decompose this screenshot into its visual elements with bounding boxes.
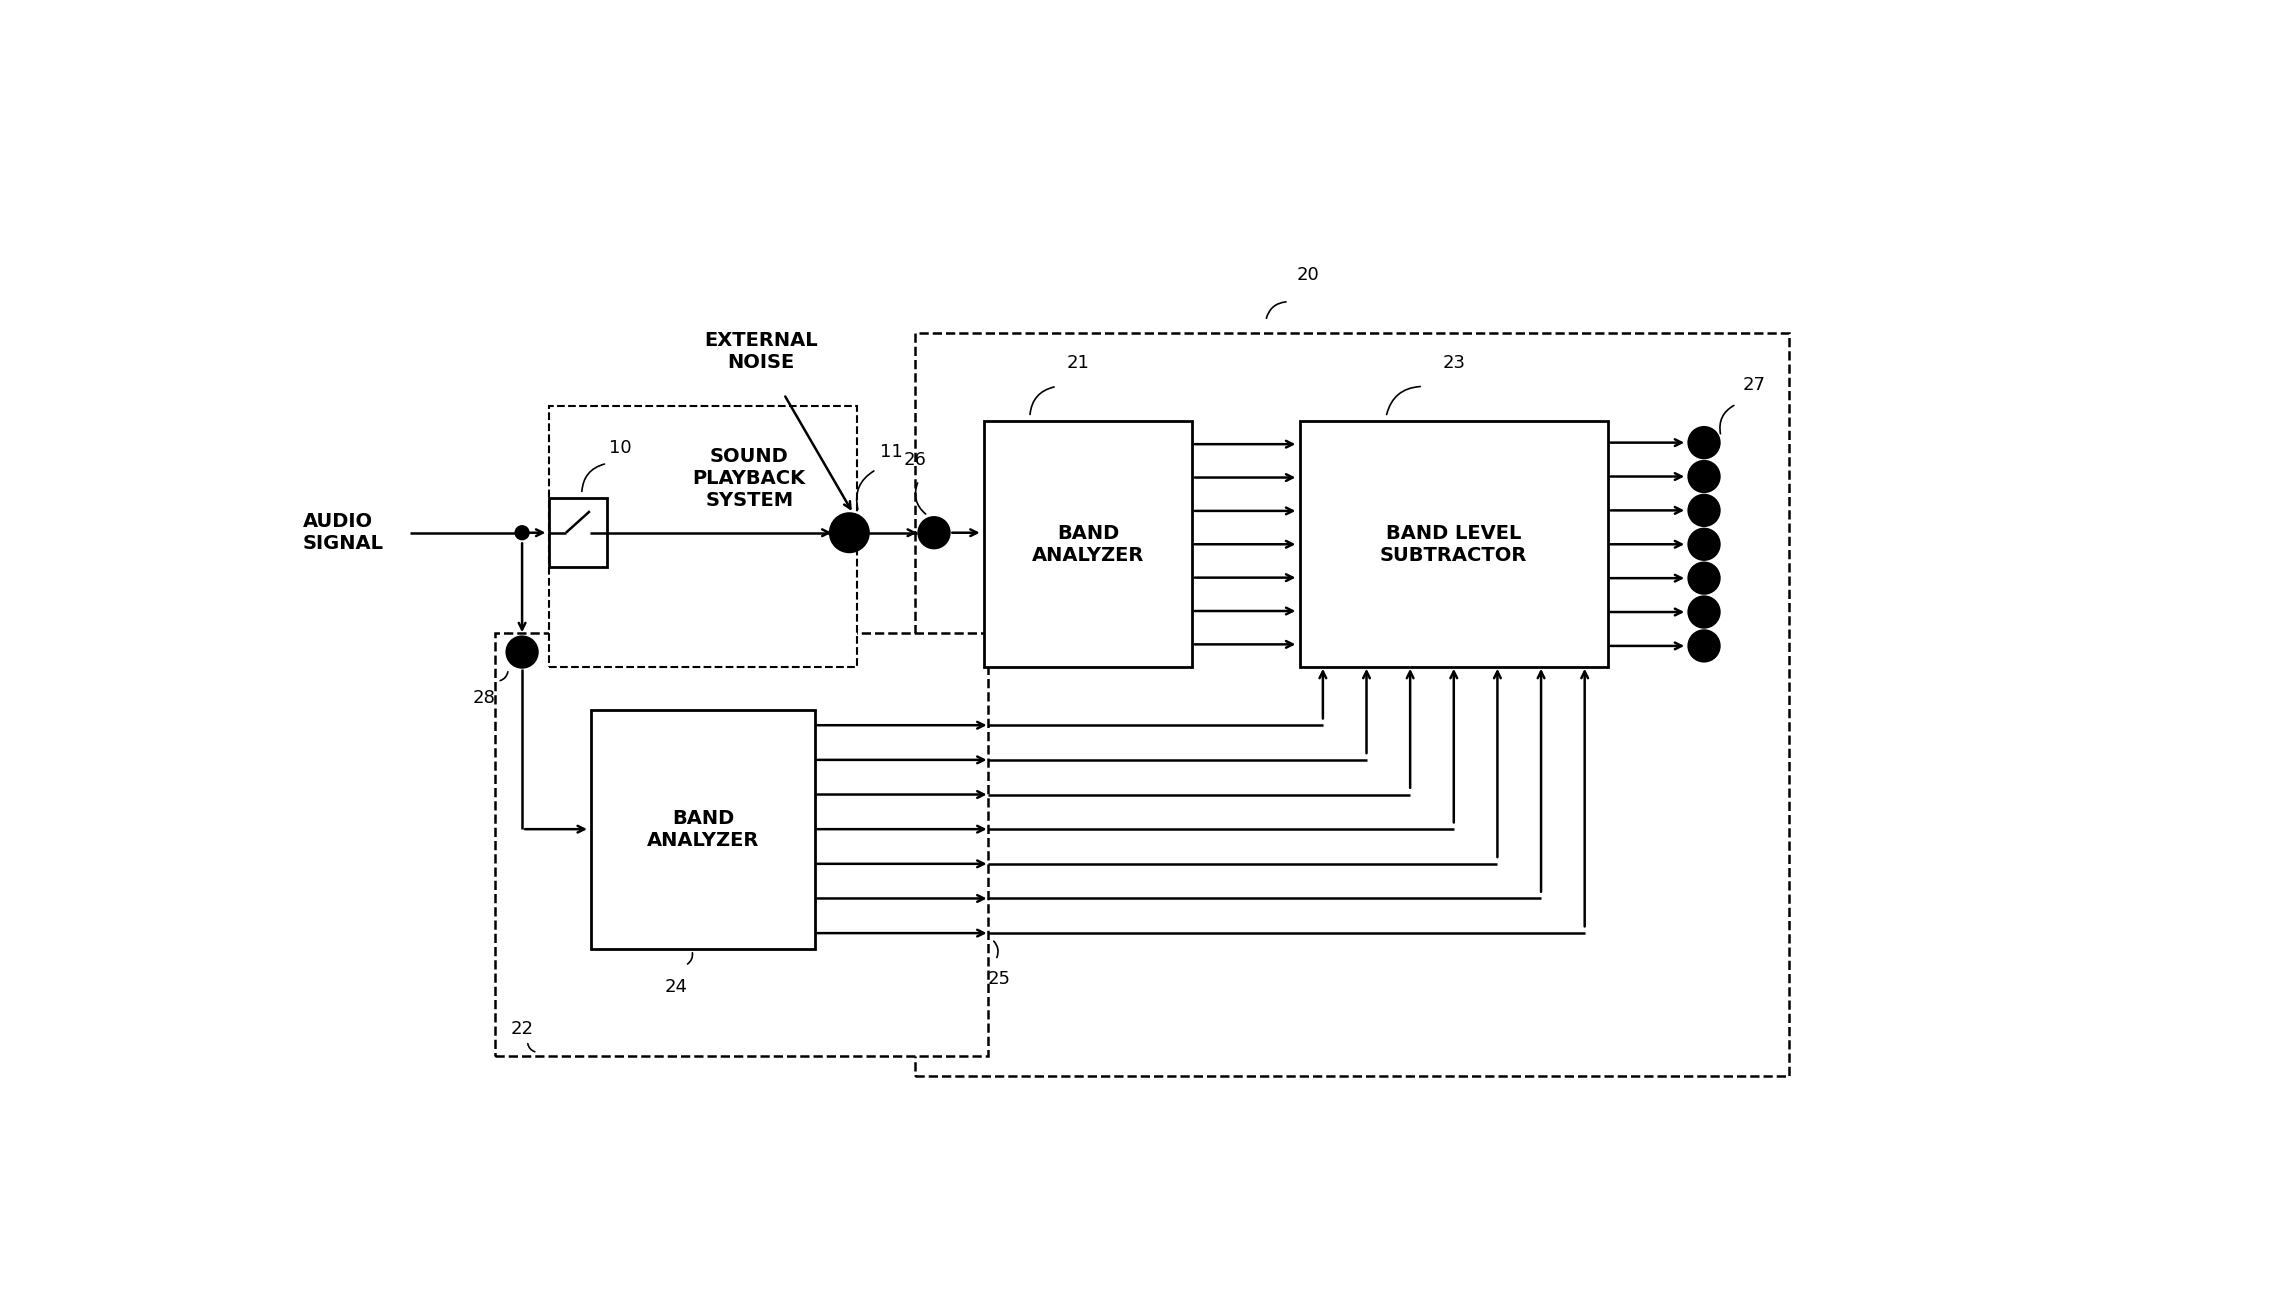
Bar [984, 421, 1192, 667]
Text: AUDIO
SIGNAL: AUDIO SIGNAL [304, 513, 384, 553]
Circle shape [1689, 528, 1719, 560]
Bar [591, 710, 815, 948]
Circle shape [1689, 562, 1719, 594]
Text: 25: 25 [989, 971, 1011, 989]
Text: EXTERNAL
NOISE: EXTERNAL NOISE [703, 331, 817, 373]
Bar [548, 405, 856, 667]
Text: 11: 11 [881, 443, 904, 460]
Circle shape [1689, 596, 1719, 628]
Bar [495, 633, 989, 1057]
Text: 28: 28 [473, 689, 495, 708]
Circle shape [831, 514, 868, 552]
Bar [915, 332, 1790, 1075]
Text: BAND LEVEL
SUBTRACTOR: BAND LEVEL SUBTRACTOR [1381, 523, 1527, 565]
Text: SOUND
PLAYBACK
SYSTEM: SOUND PLAYBACK SYSTEM [692, 447, 806, 510]
Text: 26: 26 [904, 450, 927, 468]
Bar [548, 498, 607, 568]
Bar [1299, 421, 1607, 667]
Circle shape [507, 637, 537, 667]
Circle shape [1689, 462, 1719, 492]
Text: 23: 23 [1443, 354, 1466, 373]
Text: BAND
ANALYZER: BAND ANALYZER [646, 808, 760, 850]
Circle shape [516, 526, 530, 540]
Circle shape [918, 518, 950, 548]
Text: 21: 21 [1066, 354, 1089, 373]
Circle shape [1689, 428, 1719, 458]
Text: 24: 24 [664, 978, 687, 995]
Text: BAND
ANALYZER: BAND ANALYZER [1032, 523, 1144, 565]
Text: 10: 10 [610, 439, 632, 456]
Text: 22: 22 [511, 1020, 534, 1039]
Text: 27: 27 [1742, 375, 1765, 394]
Text: 20: 20 [1297, 266, 1320, 284]
Circle shape [1689, 630, 1719, 662]
Circle shape [1689, 494, 1719, 526]
